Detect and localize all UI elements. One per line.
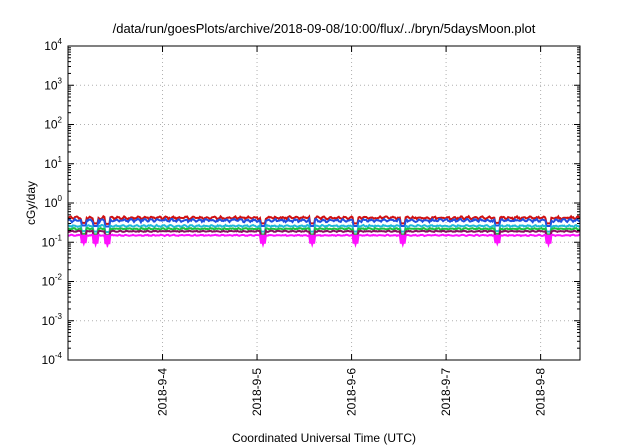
x-tick-label: 2018-9-4 — [156, 368, 170, 416]
dip-spike — [544, 234, 553, 248]
y-tick-label: 103 — [44, 76, 62, 92]
dip-spike — [493, 234, 501, 247]
dip-spike — [91, 234, 100, 248]
y-axis: 10-4 10-3 10-2 10-1 100 101 102 103 104 — [42, 37, 580, 367]
x-tick-label: 2018-9-5 — [250, 368, 264, 416]
dip-spike — [308, 234, 316, 248]
y-tick-label: 10-2 — [42, 273, 63, 289]
x-axis-label: Coordinated Universal Time (UTC) — [232, 431, 416, 445]
x-tick-label: 2018-9-6 — [345, 368, 359, 416]
dip-spike — [399, 234, 407, 248]
x-tick-label: 2018-9-7 — [439, 368, 453, 416]
x-tick-label: 2018-9-8 — [534, 368, 548, 416]
y-tick-label: 100 — [44, 194, 62, 210]
y-tick-label: 101 — [44, 155, 62, 171]
dip-spike — [80, 234, 88, 247]
series-line — [67, 216, 581, 228]
series-line — [67, 228, 581, 239]
y-tick-label: 104 — [44, 37, 62, 53]
series-line — [68, 233, 581, 245]
y-tick-label: 102 — [44, 116, 62, 132]
grid — [68, 46, 580, 360]
x-axis: 2018-9-4 2018-9-5 2018-9-6 2018-9-7 2018-9-8 — [156, 46, 548, 416]
y-tick-label: 10-1 — [42, 233, 63, 249]
dip-spike — [351, 234, 360, 248]
series-line — [67, 223, 581, 233]
dip-spike — [259, 234, 267, 248]
y-tick-label: 10-4 — [42, 351, 63, 367]
y-axis-label: cGy/day — [24, 181, 38, 225]
series-line — [68, 226, 581, 236]
dip-spike — [103, 234, 112, 248]
chart-title: /data/run/goesPlots/archive/2018-09-08/1… — [113, 21, 536, 36]
y-tick-label: 10-3 — [42, 312, 63, 328]
data-area — [67, 214, 581, 248]
